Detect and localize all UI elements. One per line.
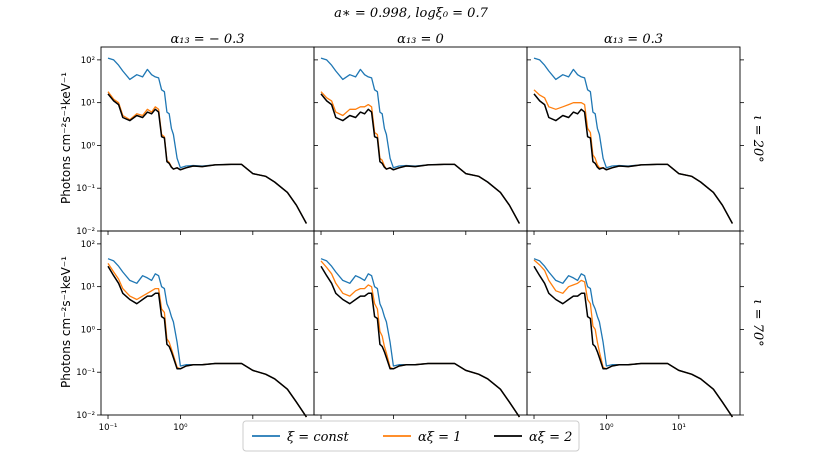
panel-r1-c3	[526, 46, 744, 235]
series-line-2	[107, 91, 307, 224]
axes-frame	[313, 46, 528, 232]
panel-r2-c2: 10⁻¹10⁰10¹	[312, 230, 528, 433]
x-tick-label-2: 10⁰	[173, 423, 188, 433]
axes-frame	[313, 230, 528, 416]
series-line-1	[107, 258, 307, 418]
legend-label-alpha-2: αξ = 2	[529, 430, 572, 445]
series-line-2	[107, 263, 307, 418]
y-tick-label-4: 10⁻¹	[76, 184, 95, 194]
series-line-3	[320, 93, 521, 224]
axes-frame	[526, 230, 741, 416]
y-tick-label-5: 10⁻²	[76, 227, 95, 237]
y-axis-label-bottom: Photons cm⁻²s⁻¹keV⁻¹	[59, 256, 73, 388]
figure-title: a∗ = 0.998, logξ₀ = 0.7	[334, 6, 488, 21]
series-line-3	[107, 93, 308, 224]
y-tick-label-2: 10¹	[81, 283, 95, 293]
x-tick-label-3: 10¹	[672, 423, 686, 433]
legend-label-xi-const: ξ = const	[287, 430, 349, 445]
panel-r2-c1: 10⁻¹10⁰10¹10²10¹10⁰10⁻¹10⁻²	[76, 230, 315, 433]
legend-label-alpha-1: αξ = 1	[418, 430, 461, 445]
y-tick-label-2: 10¹	[81, 99, 95, 109]
column-title-3: α₁₃ = 0.3	[604, 32, 663, 47]
panel-r1-c1: 10² 10¹ 10⁰ 10⁻¹ 10⁻²	[76, 46, 315, 237]
panel-r2-c3: 10⁻¹10⁰10¹	[525, 230, 744, 433]
series-line-3	[320, 265, 521, 418]
y-tick-label-3: 10⁰	[81, 141, 96, 151]
y-tick-label-3: 10⁰	[81, 325, 96, 335]
y-axis-label-top: Photons cm⁻²s⁻¹keV⁻¹	[59, 72, 73, 204]
panel-grid: 10² 10¹ 10⁰ 10⁻¹ 10⁻² α₁₃ = − 0.3 α₁₃ = 0 α₁₃ =…	[76, 32, 765, 433]
row-label-1: ι = 20°	[750, 115, 765, 162]
y-tick-label-4: 10⁻¹	[76, 368, 95, 378]
axes-frame	[526, 46, 741, 232]
series-line-1	[320, 258, 520, 418]
series-line-1	[533, 258, 733, 418]
series-line-3	[107, 265, 308, 418]
panel-r1-c2	[313, 46, 528, 235]
series-line-2	[533, 89, 733, 224]
series-line-3	[533, 93, 734, 224]
column-title-2: α₁₃ = 0	[397, 32, 444, 47]
x-tick-label-1: 10⁻¹	[99, 423, 118, 433]
column-title-1: α₁₃ = − 0.3	[170, 32, 244, 47]
series-line-1	[107, 57, 307, 224]
row-label-2: ι = 70°	[750, 299, 765, 346]
series-line-1	[320, 57, 520, 224]
series-line-2	[320, 91, 520, 224]
series-line-2	[320, 260, 520, 418]
axes-frame	[100, 230, 315, 416]
series-line-3	[533, 265, 734, 418]
legend: ξ = const αξ = 1 αξ = 2	[242, 420, 580, 452]
y-tick-label-1: 10²	[81, 56, 95, 66]
axes-frame	[100, 46, 315, 232]
y-tick-label-1: 10²	[81, 240, 95, 250]
series-line-2	[533, 259, 733, 418]
series-line-1	[533, 57, 733, 224]
y-tick-label-5: 10⁻²	[76, 411, 95, 421]
x-tick-label-2: 10⁰	[599, 423, 614, 433]
